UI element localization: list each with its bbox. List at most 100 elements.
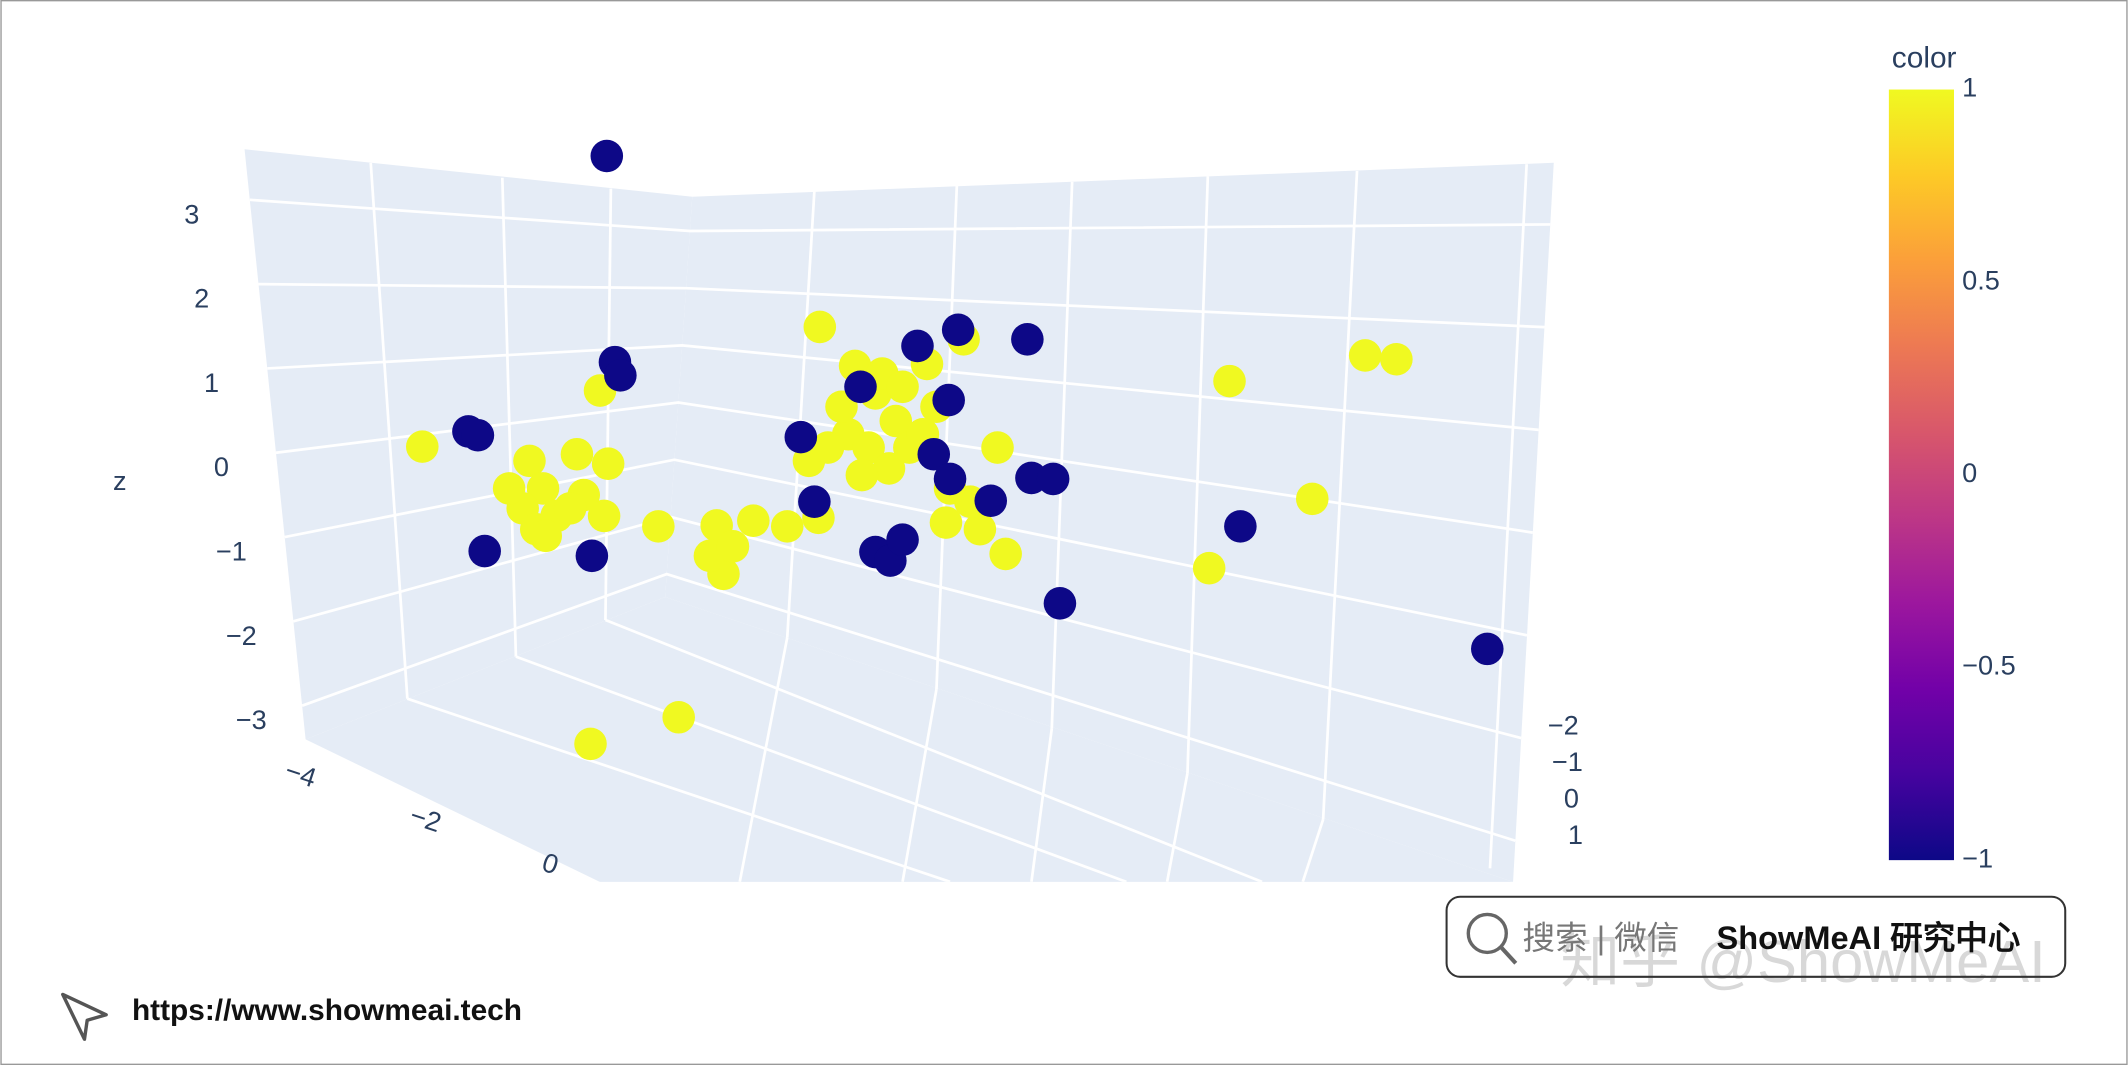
url: https://www.showmeai.tech [132, 994, 522, 1027]
z-tick-label: −1 [216, 536, 247, 567]
floor-grid-line [515, 655, 1127, 882]
colorbar-tick-label: 0.5 [1962, 264, 2000, 295]
logo [61, 992, 108, 1041]
colorbar-tick-label: 1 [1962, 72, 1977, 103]
point [901, 329, 934, 363]
z-tick-label: −3 [236, 704, 267, 735]
point [737, 504, 770, 537]
point [852, 431, 885, 464]
point [929, 506, 963, 539]
point [492, 472, 526, 505]
search-icon [1499, 945, 1518, 965]
point [941, 313, 975, 347]
point [886, 370, 919, 404]
point [1043, 587, 1077, 620]
brand: ShowMeAI 研究中心 [1717, 920, 2021, 956]
point [798, 485, 831, 518]
point [1213, 364, 1246, 398]
point [811, 431, 845, 464]
point [989, 537, 1022, 571]
wall-grid-line [500, 177, 518, 657]
wall-grid-line [785, 191, 816, 638]
wall-grid-line [1488, 164, 1528, 869]
floor-grid-line [738, 637, 789, 882]
z-tick-label: 0 [214, 451, 229, 482]
colorbar-tick-label: 0 [1962, 457, 1977, 488]
y-tick-label: −2 [1548, 709, 1579, 740]
z-tick-label: 1 [204, 367, 219, 398]
point [886, 523, 919, 556]
y-tick-label: −1 [1552, 746, 1583, 777]
z-tick-label: −2 [226, 620, 257, 651]
z-tick-label: 2 [194, 283, 209, 314]
grid-line [284, 458, 1528, 637]
search-box [1445, 895, 2067, 978]
point [591, 447, 625, 480]
colorbar-tick-label: −0.5 [1962, 650, 2016, 681]
floor-grid-line [406, 697, 951, 882]
floor-grid-line [1030, 728, 1054, 882]
wall-grid-line [1186, 176, 1210, 774]
colorbar-ticks: −1 −0.5 0 0.5 1 [1962, 72, 2016, 874]
search-label: 搜索 | 微信 [1523, 920, 1680, 956]
points [406, 139, 1504, 761]
wall-grid-line [1321, 170, 1359, 820]
scene [244, 139, 1554, 882]
grid-line [301, 572, 1516, 843]
point [1224, 510, 1257, 543]
point [1011, 323, 1044, 356]
point [553, 492, 587, 525]
point [845, 458, 879, 492]
point [932, 383, 965, 417]
point [1192, 551, 1226, 585]
zhihu-watermark: 知乎 @ShowMeAI [1561, 928, 2046, 995]
floor-grid-line [1301, 819, 1325, 882]
point [587, 499, 621, 533]
point [406, 430, 439, 463]
point [879, 404, 913, 438]
colorbar-title: color [1892, 42, 1957, 75]
point [468, 534, 501, 568]
colorbar [1888, 89, 1954, 861]
point [1348, 339, 1382, 372]
point [1036, 462, 1070, 496]
grid-line [249, 198, 1551, 233]
point [529, 519, 563, 553]
point [803, 310, 837, 344]
floor-grid-line [604, 618, 1263, 882]
floor-grid-line [901, 688, 938, 882]
point [770, 510, 804, 543]
wall-grid-line [369, 162, 409, 699]
y-tick-label: 0 [1564, 783, 1579, 814]
right-wall [665, 162, 1554, 882]
search-icon [1466, 912, 1508, 955]
point [1471, 632, 1504, 666]
point [933, 462, 967, 496]
point [575, 539, 609, 573]
point [963, 512, 997, 546]
point [574, 727, 607, 761]
floor [305, 596, 1514, 882]
point [784, 420, 818, 454]
point [981, 431, 1014, 464]
point [844, 370, 877, 404]
floor-grid-line [1165, 773, 1189, 882]
point [560, 437, 594, 471]
z-tick-label: 3 [184, 198, 199, 229]
point [662, 701, 695, 734]
y-tick-label: 1 [1568, 819, 1583, 850]
point [1295, 482, 1329, 516]
point [872, 452, 906, 485]
point [716, 530, 750, 563]
colorbar-tick-label: −1 [1962, 842, 1993, 873]
point [513, 444, 546, 478]
point [526, 472, 560, 505]
point [461, 418, 495, 452]
wall-grid-line [1050, 181, 1074, 729]
wall-grid-line [935, 185, 959, 690]
point [974, 484, 1008, 518]
point [917, 437, 951, 471]
grid-line [267, 344, 1539, 432]
point [642, 510, 675, 543]
